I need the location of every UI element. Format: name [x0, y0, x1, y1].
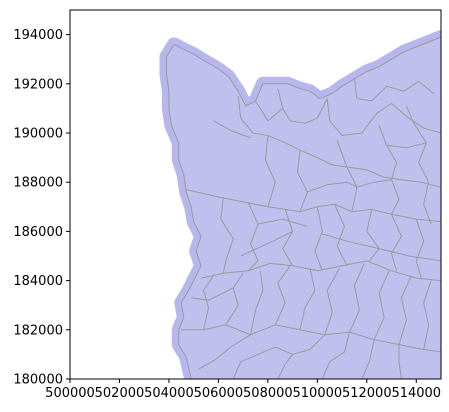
district-boundary	[213, 120, 251, 139]
y-axis: 180000 182000 184000 186000 188000 190000 1920…	[13, 28, 70, 388]
axes-frame	[69, 9, 442, 380]
y-tick-label: 192000	[13, 77, 63, 92]
district-boundary	[264, 135, 276, 207]
district-boundary	[232, 334, 326, 379]
district-boundary	[277, 88, 328, 124]
district-boundary	[247, 201, 259, 272]
district-boundary	[378, 125, 400, 215]
district-boundary	[398, 344, 402, 379]
district-boundary	[361, 339, 375, 379]
district-boundary	[220, 196, 234, 274]
x-tick-label: 504000	[144, 386, 194, 401]
x-tick-label: 502000	[95, 386, 145, 401]
district-boundary	[415, 218, 425, 279]
district-boundary	[322, 233, 441, 262]
x-tick-label: 500000	[45, 386, 95, 401]
district-boundary	[373, 270, 390, 340]
x-tick-label: 508000	[243, 386, 293, 401]
district-boundary	[326, 98, 441, 137]
district-boundary	[349, 263, 365, 333]
district-boundary	[334, 204, 348, 267]
district-boundary	[390, 213, 402, 271]
y-tick-label: 188000	[13, 176, 63, 191]
x-tick-label: 514000	[391, 386, 441, 401]
district-boundary	[356, 179, 392, 188]
district-boundary	[307, 181, 358, 193]
district-boundary	[181, 324, 441, 353]
district-boundary	[423, 280, 432, 350]
district-boundary	[324, 268, 341, 335]
district-boundary	[314, 206, 323, 271]
district-boundary	[398, 275, 412, 345]
district-boundary	[353, 78, 434, 102]
district-boundary	[386, 142, 427, 149]
district-boundary	[255, 100, 284, 122]
district-boundary	[198, 334, 251, 370]
district-boundary	[405, 105, 432, 225]
district-boundary	[299, 268, 316, 330]
y-tick-label: 180000	[13, 373, 63, 388]
x-axis: 500000 502000 504000 506000 508000 510000 5120…	[45, 379, 441, 401]
district-boundary	[257, 218, 308, 227]
y-tick-label: 186000	[13, 225, 63, 240]
district-boundary	[296, 150, 308, 212]
district-boundary	[237, 96, 441, 188]
x-tick-label: 510000	[293, 386, 343, 401]
y-tick-label: 194000	[13, 28, 63, 43]
district-boundaries	[166, 36, 441, 379]
district-boundary	[277, 354, 293, 379]
district-boundary	[203, 275, 214, 330]
district-boundary	[225, 272, 244, 326]
y-tick-label: 182000	[13, 323, 63, 338]
district-boundary	[250, 270, 264, 335]
x-tick-label: 506000	[194, 386, 244, 401]
y-tick-label: 184000	[13, 274, 63, 289]
district-boundary	[321, 332, 350, 379]
district-boundary	[274, 265, 291, 326]
district-boundary	[200, 260, 441, 282]
y-tick-label: 190000	[13, 127, 63, 142]
district-boundary	[282, 209, 294, 267]
district-boundary	[240, 230, 293, 257]
district-boundary	[336, 140, 358, 212]
district-boundary	[191, 287, 234, 301]
district-boundary	[366, 209, 380, 262]
x-tick-label: 512000	[342, 386, 392, 401]
region-outline	[166, 36, 441, 379]
